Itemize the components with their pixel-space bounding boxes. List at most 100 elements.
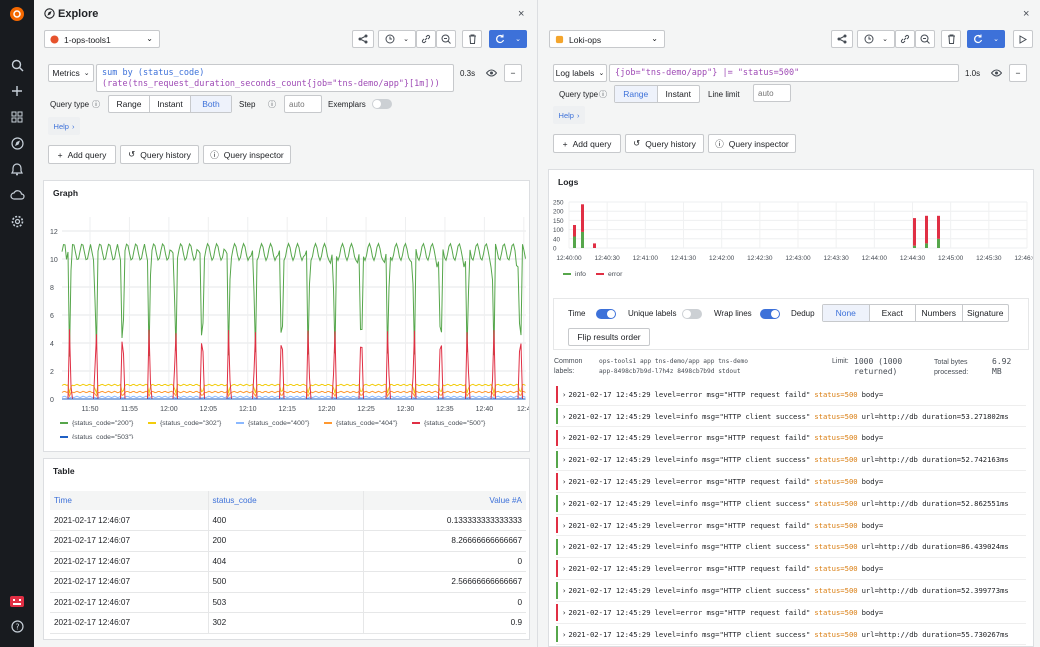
link-icon[interactable] (895, 30, 915, 48)
dedup-signature[interactable]: Signature (967, 308, 1004, 318)
both-option[interactable]: Both (191, 96, 231, 112)
collapse-icon[interactable]: − (1009, 64, 1027, 82)
exemplars-toggle[interactable] (372, 99, 392, 109)
dedup-exact[interactable]: Exact (870, 305, 916, 321)
user-icon[interactable] (8, 592, 26, 610)
query-type-selector[interactable]: Range Instant (614, 85, 700, 103)
dedup-numbers[interactable]: Numbers (916, 305, 963, 321)
legend-item[interactable]: {status_code="302"} (148, 420, 222, 427)
legend-item[interactable]: info (563, 271, 586, 278)
eye-icon[interactable] (987, 64, 1005, 82)
zoom-out-icon[interactable] (436, 30, 456, 48)
log-row[interactable]: › 2021-02-17 12:45:29 level=error msg="H… (556, 602, 1026, 624)
query-history-button[interactable]: ↺ Query history (625, 134, 704, 153)
datasource-picker[interactable]: Loki-ops ⌄ (549, 30, 665, 48)
legend-item[interactable]: {status_code="500"} (412, 420, 486, 427)
query-history-button[interactable]: ↺ Query history (120, 145, 199, 164)
cloud-icon[interactable] (8, 186, 26, 204)
time-toggle[interactable] (596, 309, 616, 319)
grafana-logo-icon[interactable] (8, 5, 26, 23)
chevron-right-icon[interactable]: › (562, 542, 567, 552)
log-row[interactable]: › 2021-02-17 12:45:29 level=info msg="HT… (556, 537, 1026, 559)
time-picker-button[interactable]: ⌄ (857, 30, 895, 48)
trash-icon[interactable] (462, 30, 482, 48)
help-button[interactable]: Help › (553, 106, 585, 124)
column-header-value[interactable]: Value #A (362, 491, 526, 510)
log-row[interactable]: › 2021-02-17 12:45:29 level=error msg="H… (556, 428, 1026, 450)
chevron-right-icon[interactable]: › (562, 498, 567, 508)
metrics-browser-button[interactable]: Metrics ⌄ (48, 64, 94, 82)
instant-option[interactable]: Instant (150, 96, 191, 112)
alerting-icon[interactable] (8, 160, 26, 178)
plus-icon[interactable] (8, 82, 26, 100)
legend-item[interactable]: {status_code="200"} (60, 420, 134, 427)
chevron-right-icon[interactable]: › (562, 629, 567, 639)
dedup-selector[interactable]: None Exact Numbers Signature (822, 304, 1009, 322)
log-row[interactable]: › 2021-02-17 12:45:29 level=error msg="H… (556, 515, 1026, 537)
chevron-right-icon[interactable]: › (562, 564, 567, 574)
legend-item[interactable]: {status_code="503"} (60, 434, 134, 439)
chevron-right-icon[interactable]: › (562, 476, 567, 486)
time-picker-button[interactable]: ⌄ (378, 30, 416, 48)
logql-query-input[interactable]: {job="tns-demo/app"} |= "status=500" (609, 64, 959, 82)
log-row[interactable]: › 2021-02-17 12:45:29 level=info msg="HT… (556, 406, 1026, 428)
log-row[interactable]: › 2021-02-17 12:45:29 level=info msg="HT… (556, 624, 1026, 646)
log-labels-button[interactable]: Log labels ⌄ (553, 64, 607, 82)
column-header-time[interactable]: Time (54, 496, 72, 505)
promql-query-input[interactable]: sum by (status_code) (rate(tns_request_d… (96, 64, 454, 92)
wrap-lines-toggle[interactable] (760, 309, 780, 319)
dedup-none[interactable]: None (823, 305, 870, 321)
log-row[interactable]: › 2021-02-17 12:45:29 level=info msg="HT… (556, 580, 1026, 602)
chevron-right-icon[interactable]: › (562, 607, 567, 617)
range-option[interactable]: Range (109, 96, 150, 112)
log-row[interactable]: › 2021-02-17 12:45:29 level=error msg="H… (556, 558, 1026, 580)
close-icon[interactable]: × (1023, 8, 1030, 20)
log-row[interactable]: › 2021-02-17 12:45:29 level=info msg="HT… (556, 493, 1026, 515)
help-button[interactable]: Help › (48, 117, 80, 135)
play-icon[interactable] (1013, 30, 1033, 48)
query-inspector-button[interactable]: ⓘ Query inspector (708, 134, 796, 153)
line-limit-input[interactable] (753, 84, 791, 102)
collapse-icon[interactable]: − (504, 64, 522, 82)
legend-item[interactable]: error (596, 271, 623, 278)
legend-item[interactable]: {status_code="400"} (236, 420, 310, 427)
close-icon[interactable]: × (518, 8, 525, 20)
link-icon[interactable] (416, 30, 436, 48)
search-icon[interactable] (8, 56, 26, 74)
chevron-down-icon[interactable]: ⌄ (515, 36, 521, 43)
query-inspector-button[interactable]: ⓘ Query inspector (203, 145, 291, 164)
chevron-right-icon[interactable]: › (562, 389, 567, 399)
add-query-button[interactable]: + Add query (48, 145, 116, 164)
dashboards-icon[interactable] (8, 108, 26, 126)
datasource-picker[interactable]: 1-ops-tools1 ⌄ (44, 30, 160, 48)
add-query-button[interactable]: + Add query (553, 134, 621, 153)
run-query-button[interactable]: ⌄ (967, 30, 1005, 48)
query-type-selector[interactable]: Range Instant Both (108, 95, 232, 113)
chevron-right-icon[interactable]: › (562, 585, 567, 595)
chevron-right-icon[interactable]: › (562, 520, 567, 530)
range-option[interactable]: Range (615, 86, 658, 102)
log-row[interactable]: › 2021-02-17 12:45:29 level=error msg="H… (556, 384, 1026, 406)
trash-icon[interactable] (941, 30, 961, 48)
chevron-right-icon[interactable]: › (562, 455, 567, 465)
share-icon[interactable] (352, 30, 374, 48)
chevron-right-icon[interactable]: › (562, 433, 567, 443)
chevron-down-icon[interactable]: ⌄ (993, 36, 999, 43)
log-row[interactable]: › 2021-02-17 12:45:29 level=info msg="HT… (556, 449, 1026, 471)
legend-item[interactable]: {status_code="404"} (324, 420, 398, 427)
eye-icon[interactable] (482, 64, 500, 82)
run-query-button[interactable]: ⌄ (489, 30, 527, 48)
help-icon[interactable]: ? (8, 617, 26, 635)
step-input[interactable] (284, 95, 322, 113)
explore-icon[interactable] (8, 134, 26, 152)
column-header-status-code[interactable]: status_code (207, 491, 363, 510)
share-icon[interactable] (831, 30, 853, 48)
chevron-right-icon[interactable]: › (562, 411, 567, 421)
unique-labels-toggle[interactable] (682, 309, 702, 319)
flip-results-order-button[interactable]: Flip results order (568, 328, 650, 346)
instant-option[interactable]: Instant (665, 89, 692, 99)
gear-icon[interactable] (8, 212, 26, 230)
chevron-down-icon: ⌄ (651, 34, 658, 43)
zoom-out-icon[interactable] (915, 30, 935, 48)
log-row[interactable]: › 2021-02-17 12:45:29 level=error msg="H… (556, 471, 1026, 493)
